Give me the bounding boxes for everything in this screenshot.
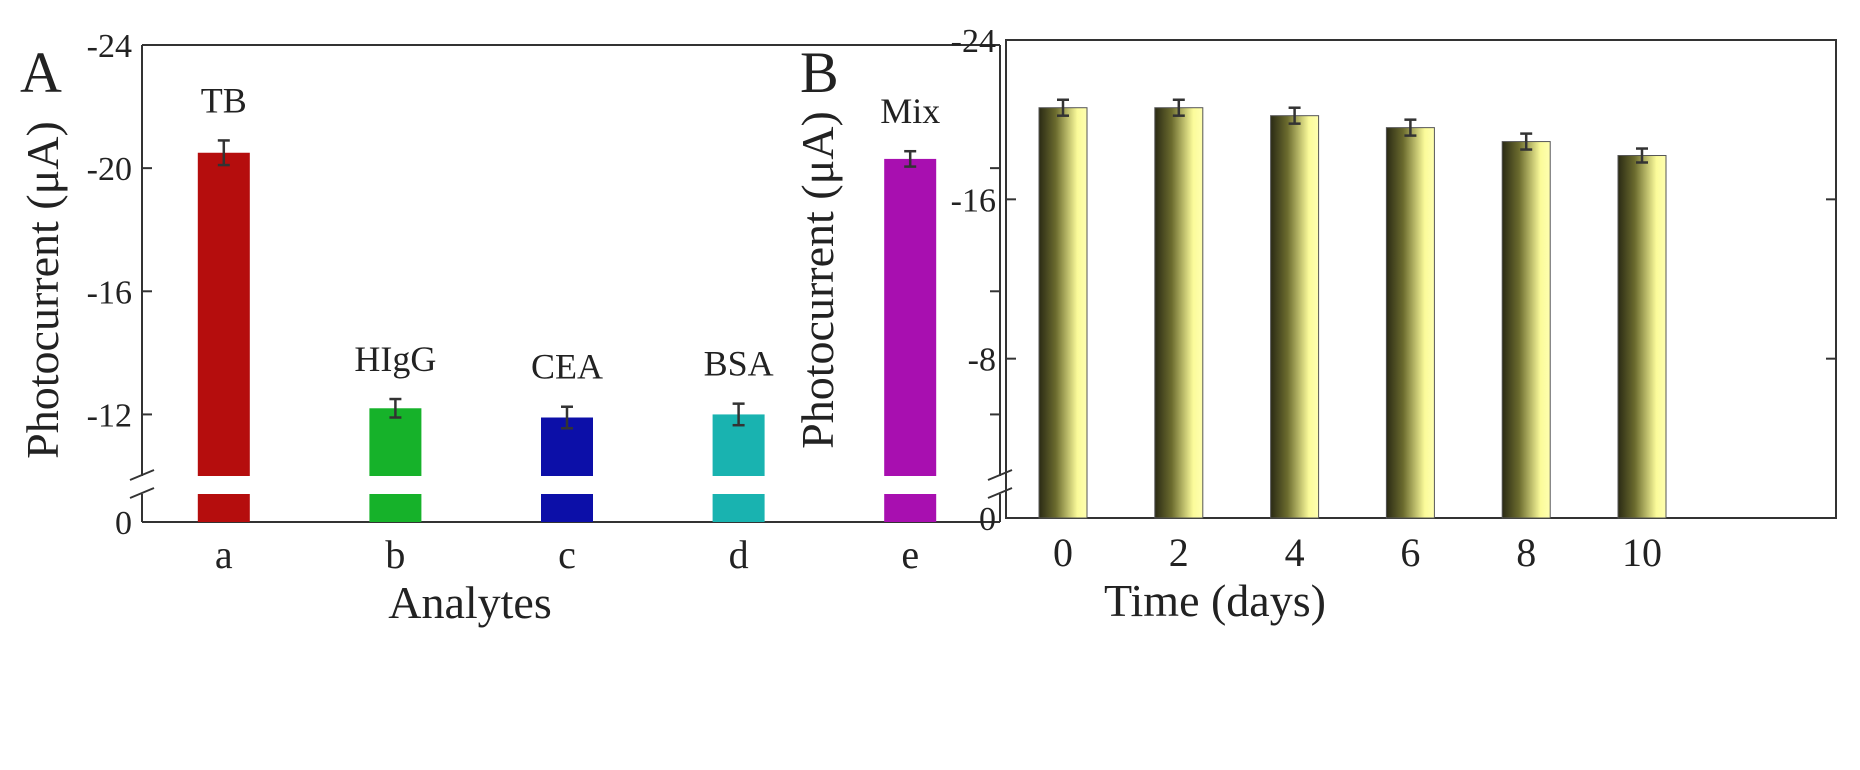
panel-a-category-label: a — [215, 532, 233, 577]
panel-a-break-mark-left-1 — [129, 469, 155, 481]
panel-a-bar-lower — [541, 494, 593, 522]
panel-a-category-label: b — [385, 532, 405, 577]
panel-a-xlabel: Analytes — [388, 577, 552, 628]
panel-b-category-label: 10 — [1622, 530, 1662, 575]
panel-a-ytick-label: -16 — [87, 274, 132, 311]
panel-b-ytick-label: -16 — [951, 182, 996, 219]
panel-b-category-label: 2 — [1169, 530, 1189, 575]
panel-b-bar — [1501, 141, 1551, 519]
panel-a: A -24 -20 -16 -12 0 a b c d e TB HIgG CEA BSA Mix Ana… — [17, 28, 1013, 628]
panel-b-ylabel: Photocurrent (μA) — [792, 111, 843, 449]
panel-a-category-label: e — [901, 532, 919, 577]
panel-b-bar — [1154, 107, 1204, 519]
panel-b-label: B — [800, 40, 839, 105]
panel-a-break-mark-left-2 — [129, 487, 155, 499]
panel-a-ytick-label: 0 — [115, 505, 132, 542]
panel-b: B -24 -16 -8 0 0 2 4 6 8 10 Time (days) Photocurr… — [792, 23, 1837, 626]
panel-b-ytick-label: -8 — [968, 342, 996, 379]
panel-a-bar-label: BSA — [704, 344, 774, 384]
panel-a-label: A — [20, 40, 62, 105]
panel-b-bar — [1270, 115, 1320, 519]
panel-a-bar — [884, 158, 937, 476]
panel-a-bar-lower — [197, 494, 250, 522]
panel-a-bar-label: Mix — [880, 91, 940, 131]
panel-b-bar — [1038, 107, 1088, 519]
panel-b-category-label: 0 — [1053, 530, 1073, 575]
panel-b-category-label: 8 — [1516, 530, 1536, 575]
panel-b-xlabel: Time (days) — [1104, 575, 1326, 626]
panel-b-category-label: 6 — [1400, 530, 1420, 575]
panel-b-bar — [1617, 155, 1667, 519]
panel-a-category-label: d — [729, 532, 749, 577]
panel-a-bar-lower — [884, 494, 937, 522]
panel-b-bar — [1385, 127, 1435, 519]
panel-a-bar — [369, 408, 422, 476]
panel-a-bar-label: CEA — [531, 347, 603, 387]
panel-a-ytick-label: -12 — [87, 397, 132, 434]
panel-a-break-mark-right-2 — [987, 487, 1013, 499]
panel-a-bar-lower — [712, 494, 765, 522]
panel-b-ytick-label: 0 — [979, 501, 996, 538]
panel-b-ytick-label: -24 — [951, 23, 996, 60]
panel-a-bar — [197, 152, 250, 476]
panel-a-bar-label: TB — [201, 80, 247, 120]
panel-a-bar-lower — [369, 494, 422, 522]
panel-a-ytick-label: -24 — [87, 28, 132, 65]
panel-a-category-label: c — [558, 532, 576, 577]
panel-a-ylabel: Photocurrent (μA) — [17, 121, 68, 459]
panel-a-bar-label: HIgG — [354, 339, 436, 379]
panel-b-category-label: 4 — [1285, 530, 1305, 575]
panel-a-break-mark-right-1 — [987, 469, 1013, 481]
panel-a-ytick-label: -20 — [87, 151, 132, 188]
